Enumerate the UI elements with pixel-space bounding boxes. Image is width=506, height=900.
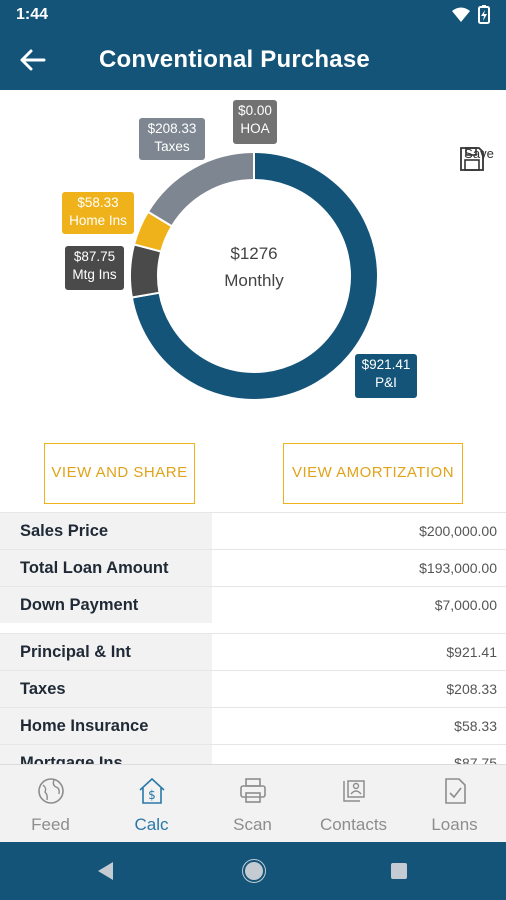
- row-label: Down Payment: [0, 587, 212, 623]
- printer-icon: [240, 778, 266, 803]
- nav-item-contacts[interactable]: Contacts: [303, 765, 404, 843]
- nav-item-scan[interactable]: Scan: [202, 765, 303, 843]
- hoa-amount: $0.00: [238, 103, 272, 118]
- calculator-house-icon: $: [139, 777, 165, 804]
- monthly-payments-table: Principal & Int $921.41 Taxes $208.33 Ho…: [0, 633, 506, 782]
- nav-label-scan: Scan: [233, 815, 272, 834]
- svg-text:$: $: [148, 788, 156, 802]
- hoa-tag: $0.00 HOA: [233, 100, 277, 144]
- slice-separator: [131, 291, 160, 299]
- home-ins-amount: $58.33: [77, 195, 119, 210]
- table-row: Sales Price $200,000.00: [0, 513, 506, 550]
- monthly-label: Monthly: [224, 271, 284, 290]
- table-row: Down Payment $7,000.00: [0, 587, 506, 624]
- wifi-icon: [452, 7, 470, 22]
- table-row: Principal & Int $921.41: [0, 634, 506, 671]
- back-button[interactable]: [18, 46, 50, 74]
- document-check-icon: [445, 778, 466, 804]
- pi-label: P&I: [375, 375, 397, 390]
- monthly-total: $1276: [230, 244, 278, 263]
- view-and-share-button[interactable]: VIEW AND SHARE: [44, 443, 195, 504]
- contacts-icon: [343, 780, 365, 802]
- loan-summary-table: Sales Price $200,000.00 Total Loan Amoun…: [0, 512, 506, 624]
- home-circle-icon[interactable]: [242, 859, 266, 883]
- mtg-ins-amount: $87.75: [73, 249, 116, 264]
- row-value: $7,000.00: [434, 597, 497, 613]
- nav-label-contacts: Contacts: [319, 815, 388, 834]
- arrow-left-icon: [20, 49, 46, 71]
- nav-item-feed[interactable]: Feed: [0, 765, 101, 843]
- row-label: Principal & Int: [0, 634, 212, 670]
- floppy-disk-icon: [460, 147, 484, 171]
- globe-icon: [38, 778, 64, 804]
- taxes-amount: $208.33: [147, 121, 197, 136]
- table-row: Total Loan Amount $193,000.00: [0, 550, 506, 587]
- row-label: Home Insurance: [0, 708, 212, 744]
- app-bar: Conventional Purchase: [0, 30, 506, 90]
- recents-square-icon[interactable]: [391, 863, 407, 879]
- system-nav-bar: [0, 842, 506, 900]
- status-time: 1:44: [16, 6, 49, 23]
- row-value: $58.33: [454, 718, 497, 734]
- donut-slice-taxes: [148, 153, 255, 227]
- row-label: Total Loan Amount: [0, 550, 212, 586]
- slice-separator: [133, 243, 162, 253]
- save-button[interactable]: Save: [458, 145, 500, 197]
- donut-slice-p-i: [132, 153, 377, 399]
- mtg-ins-tag: $87.75 Mtg Ins: [65, 246, 124, 290]
- table-row: Taxes $208.33: [0, 671, 506, 708]
- view-amortization-button[interactable]: VIEW AMORTIZATION: [283, 443, 463, 504]
- row-label: Taxes: [0, 671, 212, 707]
- section-divider: [0, 623, 506, 633]
- table-row: Home Insurance $58.33: [0, 708, 506, 745]
- nav-label-loans: Loans: [431, 815, 478, 834]
- donut-slice-home-ins: [135, 212, 172, 252]
- battery-icon: [478, 5, 490, 24]
- status-bar: 1:44: [0, 0, 506, 30]
- home-ins-label: Home Ins: [69, 213, 127, 228]
- taxes-label: Taxes: [154, 139, 190, 154]
- donut-slice-mtg-ins: [131, 244, 161, 298]
- slice-separator: [147, 210, 173, 228]
- hoa-label: HOA: [240, 121, 270, 136]
- row-value: $921.41: [446, 644, 497, 660]
- taxes-tag: $208.33 Taxes: [139, 118, 205, 160]
- donut-svg: [131, 152, 377, 399]
- row-value: $193,000.00: [419, 560, 497, 576]
- nav-label-calc: Calc: [134, 815, 169, 834]
- nav-item-calc[interactable]: $ Calc: [101, 765, 202, 843]
- status-icons: [450, 5, 494, 25]
- bottom-nav: Feed $ Calc Scan Contacts Loans: [0, 764, 506, 842]
- row-value: $200,000.00: [419, 523, 497, 539]
- home-ins-tag: $58.33 Home Ins: [62, 192, 134, 234]
- payment-donut-chart: $1276 Monthly $0.00 HOA $208.33 Taxes $5…: [0, 90, 506, 426]
- back-triangle-icon[interactable]: [98, 862, 113, 880]
- row-value: $208.33: [446, 681, 497, 697]
- pi-amount: $921.41: [361, 357, 411, 372]
- nav-label-feed: Feed: [31, 815, 70, 834]
- page-title: Conventional Purchase: [99, 46, 370, 73]
- pi-tag: $921.41 P&I: [355, 354, 417, 398]
- mtg-ins-label: Mtg Ins: [72, 267, 117, 282]
- nav-item-loans[interactable]: Loans: [404, 765, 505, 843]
- save-label: Save: [464, 146, 494, 161]
- row-label: Sales Price: [0, 513, 212, 549]
